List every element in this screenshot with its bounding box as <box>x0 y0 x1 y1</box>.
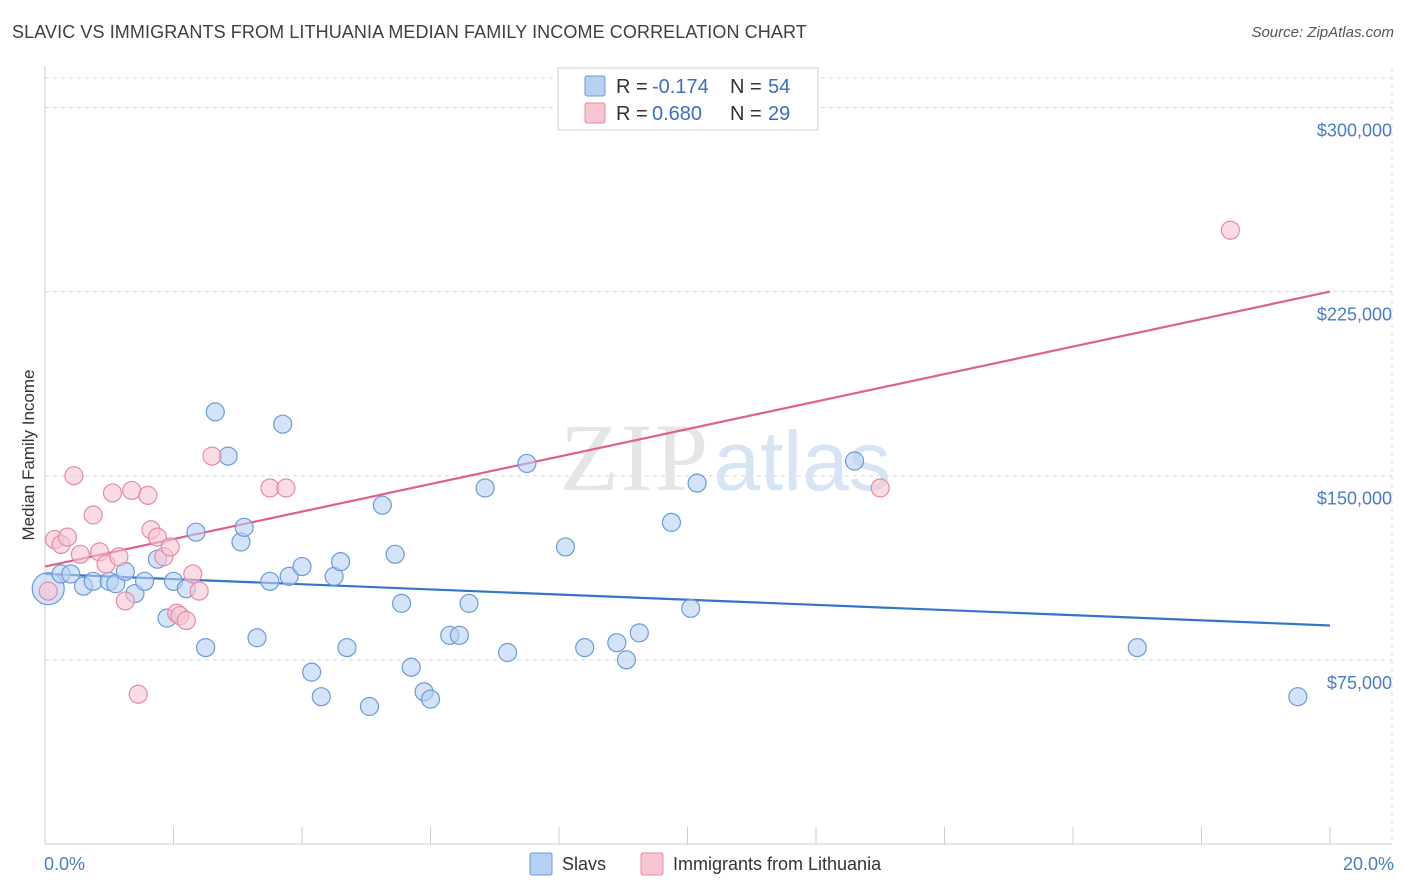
axes <box>44 66 1392 845</box>
data-point-slavs <box>1288 687 1308 707</box>
watermark-zip: ZIP <box>560 404 710 511</box>
data-point-lith <box>160 537 180 557</box>
bottom-legend-swatch-lith <box>640 852 664 876</box>
watermark: ZIP atlas <box>560 404 891 511</box>
data-point-lith <box>38 581 58 601</box>
legend-n-label-lith: N = <box>730 103 762 125</box>
legend-swatch-lith <box>584 102 606 124</box>
source-label: Source: ZipAtlas.com <box>1251 24 1394 41</box>
data-point-slavs <box>401 657 421 677</box>
data-point-slavs <box>134 571 155 591</box>
data-point-lith <box>276 478 296 498</box>
legend-r-value-slavs: -0.174 <box>652 76 709 98</box>
data-point-lith <box>64 466 84 486</box>
data-point-slavs <box>279 566 299 586</box>
data-point-slavs <box>83 571 103 591</box>
data-point-lith <box>57 527 78 547</box>
data-points <box>31 220 1308 717</box>
data-point-slavs <box>292 556 312 577</box>
data-point-slavs <box>498 642 518 663</box>
data-point-slavs <box>385 544 405 564</box>
data-point-slavs <box>260 571 280 591</box>
data-point-slavs <box>205 402 225 422</box>
data-point-slavs <box>372 495 392 515</box>
tick-labels: $75,000 $150,000 $225,000 $300,000 0.0% 20.0% <box>44 120 1394 874</box>
data-point-slavs <box>607 633 627 653</box>
data-point-lith <box>83 505 103 525</box>
data-point-lith <box>870 478 890 498</box>
data-point-slavs <box>234 517 254 537</box>
data-point-lith <box>189 581 209 601</box>
data-point-lith <box>122 480 142 501</box>
legend-r-value-lith: 0.680 <box>652 103 702 125</box>
legend: R = -0.174 N = 54 R = 0.680 N = 29 <box>557 67 819 131</box>
data-point-slavs <box>273 414 293 434</box>
y-tick-label: $150,000 <box>1317 489 1392 509</box>
bottom-legend-label-slavs: Slavs <box>562 854 606 874</box>
data-point-lith <box>138 485 158 505</box>
bottom-legend: Slavs Immigrants from Lithuania <box>529 852 882 876</box>
data-point-slavs <box>517 453 537 474</box>
data-point-lith <box>260 478 280 498</box>
data-point-slavs <box>420 689 441 709</box>
data-point-slavs <box>459 593 479 613</box>
data-point-lith <box>176 610 196 631</box>
y-axis-label: Median Family Income <box>19 369 38 540</box>
legend-r-label-slavs: R = <box>616 76 648 98</box>
y-tick-label: $75,000 <box>1327 673 1392 693</box>
data-point-lith <box>115 591 135 611</box>
data-point-slavs <box>186 522 206 542</box>
chart-title: SLAVIC VS IMMIGRANTS FROM LITHUANIA MEDI… <box>12 22 807 42</box>
data-point-slavs <box>337 637 357 658</box>
data-point-lith <box>1220 220 1241 240</box>
data-point-slavs <box>61 564 81 584</box>
data-point-lith <box>128 684 148 704</box>
x-tick-label-max: 20.0% <box>1343 854 1394 874</box>
bottom-legend-label-lith: Immigrants from Lithuania <box>673 854 882 874</box>
trend-line-lith <box>44 290 1331 568</box>
data-point-slavs <box>555 537 576 557</box>
bottom-legend-swatch-slavs <box>529 852 553 876</box>
data-point-slavs <box>616 650 637 670</box>
data-point-slavs <box>218 446 238 466</box>
legend-r-label-lith: R = <box>616 103 648 125</box>
data-point-slavs <box>661 512 682 532</box>
data-point-lith <box>183 564 203 584</box>
data-point-slavs <box>575 637 595 658</box>
data-point-slavs <box>844 451 865 471</box>
data-point-lith <box>147 527 168 547</box>
data-point-lith <box>70 544 90 564</box>
data-point-slavs <box>449 625 470 645</box>
data-point-lith <box>109 547 129 567</box>
data-point-lith <box>102 483 123 503</box>
x-tick-label-min: 0.0% <box>44 854 85 874</box>
data-point-slavs <box>302 662 322 682</box>
data-point-slavs <box>359 696 380 717</box>
data-point-slavs <box>1127 637 1147 658</box>
data-point-slavs <box>330 552 351 572</box>
data-point-slavs <box>311 687 331 707</box>
data-point-slavs <box>196 637 216 658</box>
y-tick-label: $300,000 <box>1317 120 1392 140</box>
data-point-lith <box>202 446 222 466</box>
legend-swatch-slavs <box>584 75 606 97</box>
y-tick-label: $225,000 <box>1317 305 1392 325</box>
data-point-slavs <box>475 478 495 498</box>
data-point-slavs <box>629 623 649 643</box>
data-point-slavs <box>681 598 701 618</box>
data-point-slavs <box>687 473 707 493</box>
legend-n-label-slavs: N = <box>730 76 762 98</box>
legend-n-value-lith: 29 <box>768 103 790 125</box>
data-point-slavs <box>247 628 267 648</box>
data-point-slavs <box>391 593 412 613</box>
legend-n-value-slavs: 54 <box>768 76 790 98</box>
